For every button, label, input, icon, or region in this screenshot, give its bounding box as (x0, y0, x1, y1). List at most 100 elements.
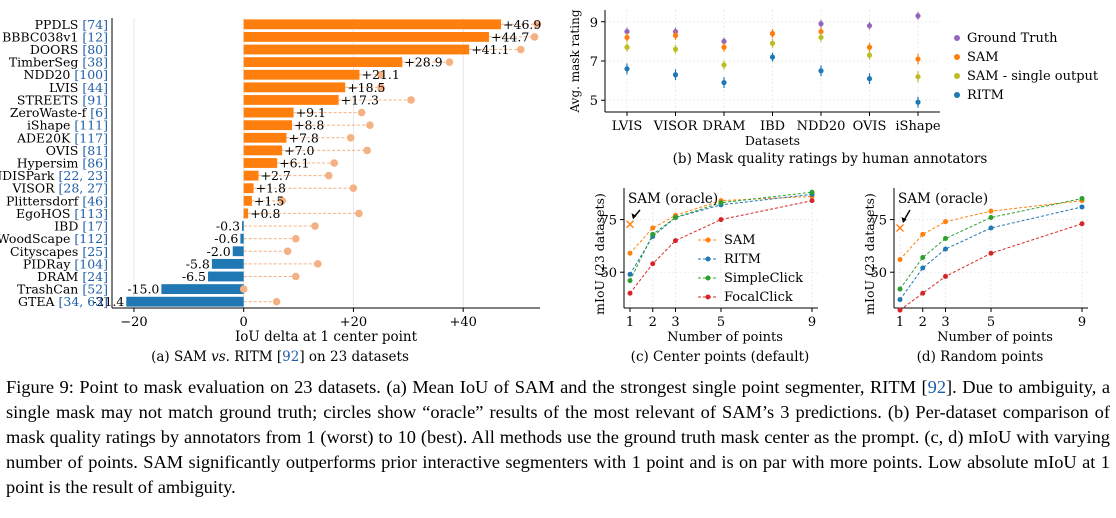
bar (243, 183, 254, 194)
category-name: BBBC038v1 (2, 29, 82, 44)
data-point (943, 219, 948, 225)
oracle-marker (283, 247, 292, 256)
series-line (899, 206, 1083, 300)
data-point (920, 290, 926, 296)
category-citation: [81] (82, 143, 108, 158)
bar-value-label: +0.8 (250, 206, 280, 221)
oracle-marker (530, 33, 539, 41)
oracle-marker (445, 58, 454, 66)
bar (232, 246, 244, 257)
oracle-annotation: SAM (oracle) (628, 191, 718, 207)
category-name: PIDRay (23, 256, 75, 271)
category-name: Plittersdorf (6, 193, 82, 208)
category-name: DRAM (37, 269, 82, 284)
data-point (718, 200, 724, 206)
legend-label: Ground Truth (967, 31, 1058, 46)
data-point (650, 231, 656, 237)
x-tick-label: 3 (671, 315, 679, 330)
category-label: VISOR [28, 27] (11, 181, 108, 196)
x-axis-label: Number of points (937, 330, 1053, 345)
bar-value-label: +7.8 (288, 130, 318, 145)
category-name: OVIS (46, 143, 83, 158)
x-tick-label: 1 (626, 315, 634, 330)
category-name: PPDLS (35, 17, 83, 32)
category-citation: [12] (82, 29, 108, 44)
data-point (624, 28, 630, 35)
category-name: EgoHOS (16, 206, 74, 221)
data-point (673, 238, 678, 244)
legend-marker (705, 256, 711, 262)
legend-marker (954, 73, 960, 79)
data-point (818, 28, 824, 35)
oracle-marker (239, 285, 248, 293)
subcaption-c: (c) Center points (default) (630, 349, 810, 365)
legend-marker (705, 275, 711, 281)
legend-marker (954, 35, 960, 41)
data-point (718, 217, 724, 223)
annotation-arrow-head (901, 217, 907, 223)
category-name: ZeroWaste-f (10, 105, 90, 120)
category-label: Plittersdorf [46] (6, 193, 108, 208)
category-label: BBBC038v1 [12] (2, 29, 108, 44)
bar-value-label: +1.8 (256, 181, 286, 196)
data-point (943, 246, 948, 252)
data-point (943, 273, 948, 279)
oracle-marker (407, 96, 415, 104)
oracle-marker (292, 272, 300, 281)
category-citation: [24] (82, 269, 108, 284)
category-label: NDD20 [100] (24, 67, 109, 82)
legend-label: SimpleClick (724, 271, 803, 286)
y-axis-label: mIoU (23 datasets) (862, 193, 877, 315)
data-point (627, 250, 633, 256)
x-tick-label: DRAM (703, 119, 746, 134)
bar (243, 19, 502, 30)
category-citation: [80] (82, 42, 108, 57)
bar (242, 221, 244, 231)
y-tick-label: 75 (870, 214, 887, 229)
data-point (721, 62, 727, 68)
category-label: DRAM [24] (37, 269, 108, 284)
figure-caption: Figure 9: Point to mask evaluation on 23… (6, 375, 1110, 500)
bar-value-label: +44.7 (491, 29, 529, 44)
oracle-marker (366, 121, 374, 129)
category-name: STREETS (17, 92, 82, 107)
category-citation: [38] (82, 55, 108, 70)
bar (243, 95, 339, 105)
subcaption-a: (a) SAM vs. RITM [92] on 23 datasets (151, 349, 409, 365)
category-citation: [44] (82, 80, 108, 95)
data-point (769, 30, 776, 37)
category-label: PPDLS [74] (35, 17, 108, 32)
category-citation: [86] (82, 156, 108, 171)
figure-label: Figure 9: (6, 377, 74, 397)
oracle-marker (311, 222, 319, 230)
caption-citation: 92 (927, 377, 947, 397)
chart-c: 50 75 1 2 3 5 9 Number of points mIoU (23 datase… (592, 188, 818, 345)
category-citation: [112] (74, 231, 108, 246)
category-label: Hypersim [86] (17, 156, 108, 171)
oracle-annotation: SAM (oracle) (898, 191, 988, 207)
bar-value-label: -6.5 (182, 269, 206, 284)
x-axis-label: Datasets (745, 133, 800, 148)
category-name: VISOR (11, 181, 58, 196)
data-point (624, 34, 630, 41)
data-point (988, 208, 994, 214)
data-point (672, 32, 679, 39)
data-point (915, 13, 921, 19)
data-point (866, 76, 873, 82)
y-tick-label: 50 (600, 266, 617, 281)
x-tick-label: 1 (896, 315, 904, 330)
bar (211, 258, 244, 269)
bar-value-label: -0.6 (214, 231, 238, 246)
bar-value-label: +1.5 (254, 193, 284, 208)
category-name: iShape (27, 118, 74, 133)
x-tick-label: 9 (808, 315, 816, 330)
data-point (809, 198, 815, 204)
data-point (627, 278, 633, 284)
bar (243, 69, 360, 80)
category-citation: [28, 27] (58, 181, 108, 196)
category-citation: [25] (82, 244, 108, 259)
legend-label: RITM (967, 88, 1004, 103)
bar-value-label: -2.0 (207, 244, 231, 259)
data-point (672, 46, 679, 52)
oracle-marker (377, 70, 385, 79)
